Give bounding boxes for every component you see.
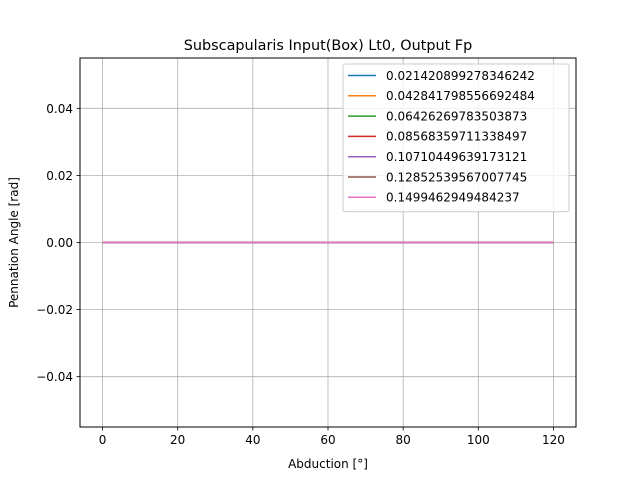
legend-label: 0.08568359711338497	[386, 130, 527, 144]
legend-label: 0.06426269783503873	[386, 109, 527, 123]
y-tick-label: −0.02	[36, 303, 73, 317]
x-tick-label: 0	[99, 433, 107, 447]
x-tick-label: 120	[542, 433, 565, 447]
x-axis-label: Abduction [°]	[288, 457, 368, 471]
x-tick-label: 20	[170, 433, 185, 447]
legend-label: 0.021420899278346242	[386, 69, 535, 83]
x-tick-label: 100	[467, 433, 490, 447]
y-axis-label: Pennation Angle [rad]	[7, 177, 21, 308]
y-tick-label: 0.04	[46, 102, 73, 116]
y-tick-label: 0.00	[46, 236, 73, 250]
chart-title: Subscapularis Input(Box) Lt0, Output Fp	[184, 38, 472, 54]
legend: 0.021420899278346242 0.042841798556692484…	[342, 63, 570, 213]
legend-label: 0.1499462949484237	[386, 191, 520, 205]
x-tick-label: 40	[245, 433, 260, 447]
legend-label: 0.10710449639173121	[386, 150, 527, 164]
legend-label: 0.12852539567007745	[386, 170, 527, 184]
legend-label: 0.042841798556692484	[386, 89, 535, 103]
y-tick-label: −0.04	[36, 370, 73, 384]
y-tick-label: 0.02	[46, 169, 73, 183]
axis-ticks: 0 20 40 60 80 100 120 −0.04 −0.02 0.00 0.02 0.04	[36, 102, 565, 447]
x-tick-label: 60	[320, 433, 335, 447]
legend-box	[342, 63, 570, 213]
x-tick-label: 80	[396, 433, 411, 447]
